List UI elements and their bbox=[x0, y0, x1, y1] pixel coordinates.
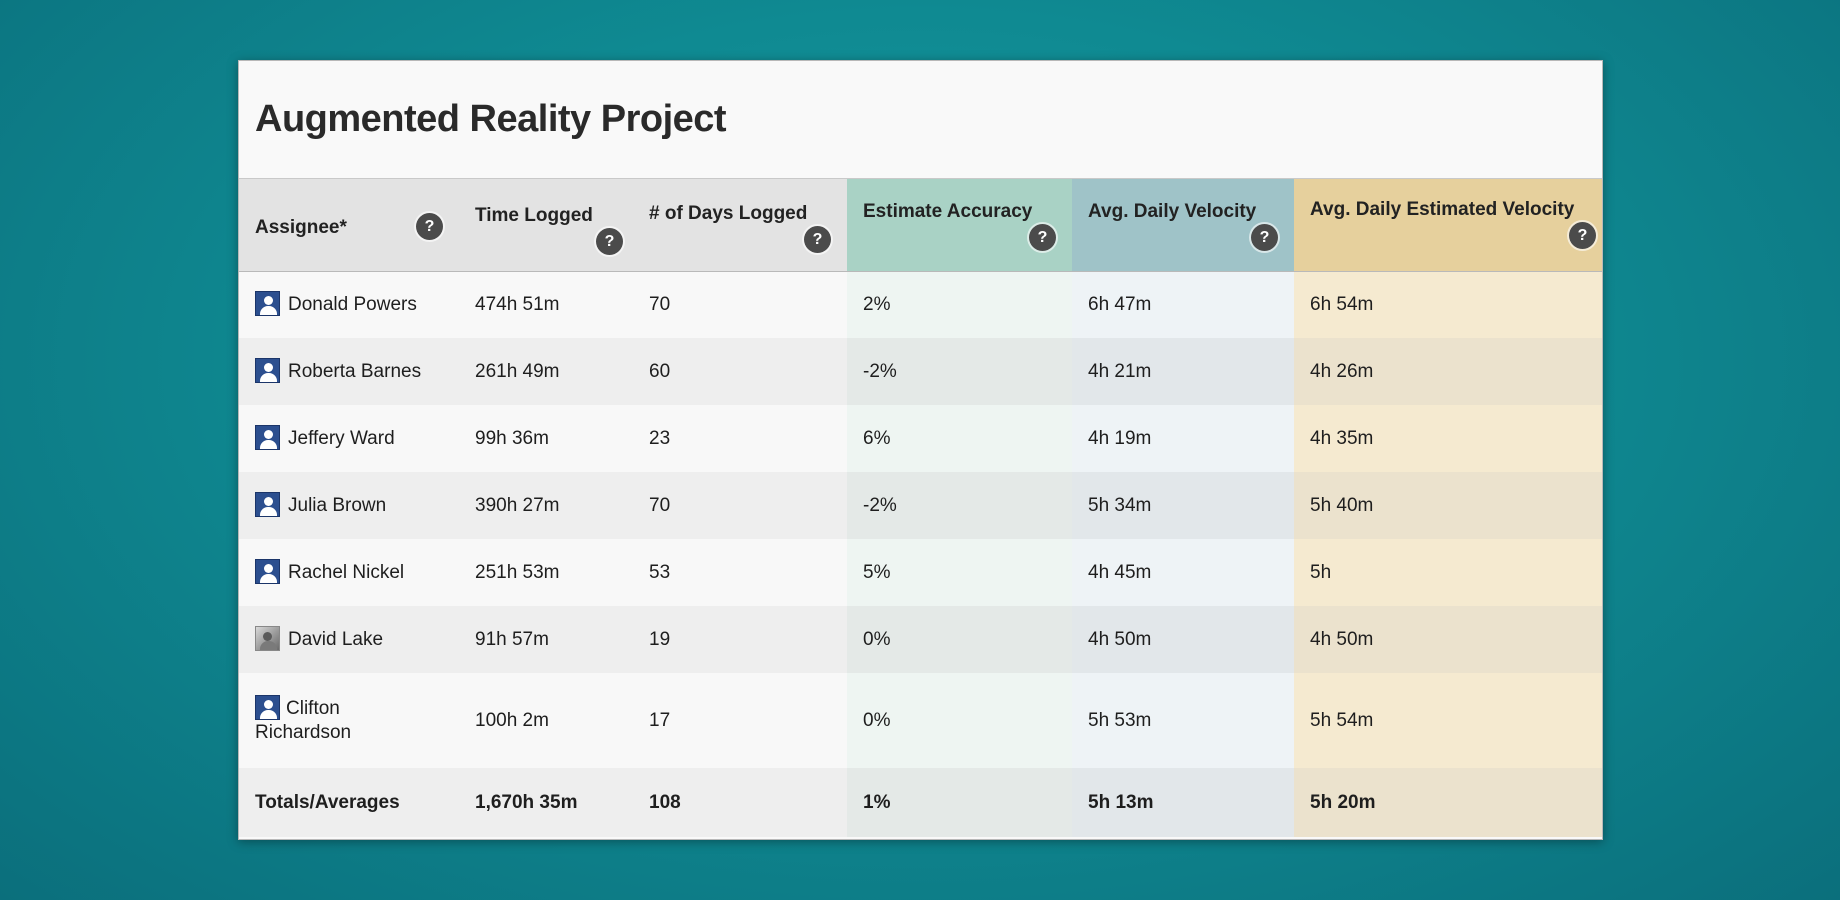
avg-daily-estimated-velocity-cell: 4h 50m bbox=[1294, 606, 1602, 673]
avg-daily-velocity-cell: 5h 34m bbox=[1072, 472, 1294, 539]
column-header-label: Avg. Daily Velocity bbox=[1088, 201, 1257, 222]
assignee-name[interactable]: Jeffery Ward bbox=[288, 427, 395, 449]
estimate-accuracy-cell: 2% bbox=[847, 271, 1072, 338]
avg-daily-estimated-velocity-cell: 4h 26m bbox=[1294, 338, 1602, 405]
table-row: Clifton Richardson 100h 2m 17 0% 5h 53m … bbox=[239, 673, 1602, 768]
time-logged-cell: 251h 53m bbox=[459, 539, 633, 606]
avg-daily-estimated-velocity-cell: 5h bbox=[1294, 539, 1602, 606]
page-title: Augmented Reality Project bbox=[255, 98, 727, 140]
column-header-label: Avg. Daily Estimated Velocity bbox=[1310, 199, 1575, 220]
table-header-row: Assignee* ? Time Logged ? # of Days Logg… bbox=[239, 179, 1602, 272]
days-logged-cell: 70 bbox=[633, 472, 847, 539]
help-icon[interactable]: ? bbox=[1569, 222, 1596, 249]
report-header: Augmented Reality Project bbox=[239, 61, 1602, 179]
column-header-avg-daily-velocity[interactable]: Avg. Daily Velocity ? bbox=[1072, 179, 1294, 272]
default-avatar-icon bbox=[255, 491, 280, 517]
avg-daily-velocity-cell: 4h 50m bbox=[1072, 606, 1294, 673]
column-header-label: Estimate Accuracy bbox=[863, 201, 1033, 222]
avg-daily-velocity-cell: 5h 53m bbox=[1072, 673, 1294, 768]
estimate-accuracy-cell: 6% bbox=[847, 405, 1072, 472]
assignee-name[interactable]: Rachel Nickel bbox=[288, 561, 405, 583]
assignee-cell: David Lake bbox=[239, 606, 459, 673]
avg-daily-velocity-cell: 6h 47m bbox=[1072, 271, 1294, 338]
days-logged-cell: 70 bbox=[633, 271, 847, 338]
default-avatar-icon bbox=[255, 357, 280, 383]
estimate-accuracy-cell: 0% bbox=[847, 606, 1072, 673]
assignee-name-first[interactable]: Clifton bbox=[286, 697, 340, 719]
assignee-cell: Jeffery Ward bbox=[239, 405, 459, 472]
column-header-time-logged[interactable]: Time Logged ? bbox=[459, 179, 633, 272]
days-logged-cell: 23 bbox=[633, 405, 847, 472]
column-header-days-logged[interactable]: # of Days Logged ? bbox=[633, 179, 847, 272]
avg-daily-estimated-velocity-cell: 6h 54m bbox=[1294, 271, 1602, 338]
photo-avatar-icon bbox=[255, 625, 280, 651]
column-header-estimate-accuracy[interactable]: Estimate Accuracy ? bbox=[847, 179, 1072, 272]
assignee-name[interactable]: Roberta Barnes bbox=[288, 360, 422, 382]
column-header-label: Time Logged bbox=[475, 205, 593, 226]
assignee-cell: Clifton Richardson bbox=[239, 673, 459, 768]
assignee-name-last[interactable]: Richardson bbox=[255, 721, 352, 743]
totals-label: Totals/Averages bbox=[239, 768, 459, 837]
estimate-accuracy-cell: -2% bbox=[847, 338, 1072, 405]
avg-daily-estimated-velocity-cell: 5h 40m bbox=[1294, 472, 1602, 539]
assignee-name[interactable]: David Lake bbox=[288, 628, 384, 650]
time-logged-cell: 91h 57m bbox=[459, 606, 633, 673]
totals-row: Totals/Averages 1,670h 35m 108 1% 5h 13m… bbox=[239, 768, 1602, 837]
avg-daily-velocity-cell: 4h 45m bbox=[1072, 539, 1294, 606]
assignee-cell: Donald Powers bbox=[239, 271, 459, 338]
table-row: Julia Brown 390h 27m 70 -2% 5h 34m 5h 40… bbox=[239, 472, 1602, 539]
assignee-cell: Roberta Barnes bbox=[239, 338, 459, 405]
help-icon[interactable]: ? bbox=[596, 228, 623, 255]
assignee-name[interactable]: Donald Powers bbox=[288, 293, 417, 315]
help-icon[interactable]: ? bbox=[804, 226, 831, 253]
estimate-accuracy-cell: -2% bbox=[847, 472, 1072, 539]
time-logged-cell: 261h 49m bbox=[459, 338, 633, 405]
column-header-label: Assignee* bbox=[255, 217, 347, 238]
estimate-accuracy-cell: 0% bbox=[847, 673, 1072, 768]
avg-daily-estimated-velocity-cell: 5h 54m bbox=[1294, 673, 1602, 768]
help-icon[interactable]: ? bbox=[416, 213, 443, 240]
estimate-accuracy-cell: 5% bbox=[847, 539, 1072, 606]
days-logged-cell: 60 bbox=[633, 338, 847, 405]
time-report-table: Assignee* ? Time Logged ? # of Days Logg… bbox=[239, 179, 1602, 837]
table-row: Jeffery Ward 99h 36m 23 6% 4h 19m 4h 35m bbox=[239, 405, 1602, 472]
avg-daily-velocity-cell: 4h 19m bbox=[1072, 405, 1294, 472]
table-row: Rachel Nickel 251h 53m 53 5% 4h 45m 5h bbox=[239, 539, 1602, 606]
assignee-cell: Rachel Nickel bbox=[239, 539, 459, 606]
default-avatar-icon bbox=[255, 424, 280, 450]
table-row: David Lake 91h 57m 19 0% 4h 50m 4h 50m bbox=[239, 606, 1602, 673]
days-logged-cell: 53 bbox=[633, 539, 847, 606]
days-logged-cell: 17 bbox=[633, 673, 847, 768]
average-daily-velocity: 5h 13m bbox=[1072, 768, 1294, 837]
help-icon[interactable]: ? bbox=[1029, 224, 1056, 251]
total-time-logged: 1,670h 35m bbox=[459, 768, 633, 837]
report-card: Augmented Reality Project Assignee* ? Ti… bbox=[238, 60, 1603, 840]
help-icon[interactable]: ? bbox=[1251, 224, 1278, 251]
column-header-assignee[interactable]: Assignee* ? bbox=[239, 179, 459, 272]
assignee-cell: Julia Brown bbox=[239, 472, 459, 539]
default-avatar-icon bbox=[255, 290, 280, 316]
time-logged-cell: 474h 51m bbox=[459, 271, 633, 338]
default-avatar-icon bbox=[255, 694, 280, 720]
time-logged-cell: 100h 2m bbox=[459, 673, 633, 768]
assignee-name[interactable]: Julia Brown bbox=[288, 494, 387, 516]
column-header-label: # of Days Logged bbox=[649, 203, 808, 224]
total-days-logged: 108 bbox=[633, 768, 847, 837]
table-row: Roberta Barnes 261h 49m 60 -2% 4h 21m 4h… bbox=[239, 338, 1602, 405]
average-daily-estimated-velocity: 5h 20m bbox=[1294, 768, 1602, 837]
default-avatar-icon bbox=[255, 558, 280, 584]
avg-daily-estimated-velocity-cell: 4h 35m bbox=[1294, 405, 1602, 472]
column-header-avg-daily-estimated-velocity[interactable]: Avg. Daily Estimated Velocity ? bbox=[1294, 179, 1602, 272]
table-row: Donald Powers 474h 51m 70 2% 6h 47m 6h 5… bbox=[239, 271, 1602, 338]
avg-daily-velocity-cell: 4h 21m bbox=[1072, 338, 1294, 405]
days-logged-cell: 19 bbox=[633, 606, 847, 673]
time-logged-cell: 390h 27m bbox=[459, 472, 633, 539]
average-estimate-accuracy: 1% bbox=[847, 768, 1072, 837]
time-logged-cell: 99h 36m bbox=[459, 405, 633, 472]
